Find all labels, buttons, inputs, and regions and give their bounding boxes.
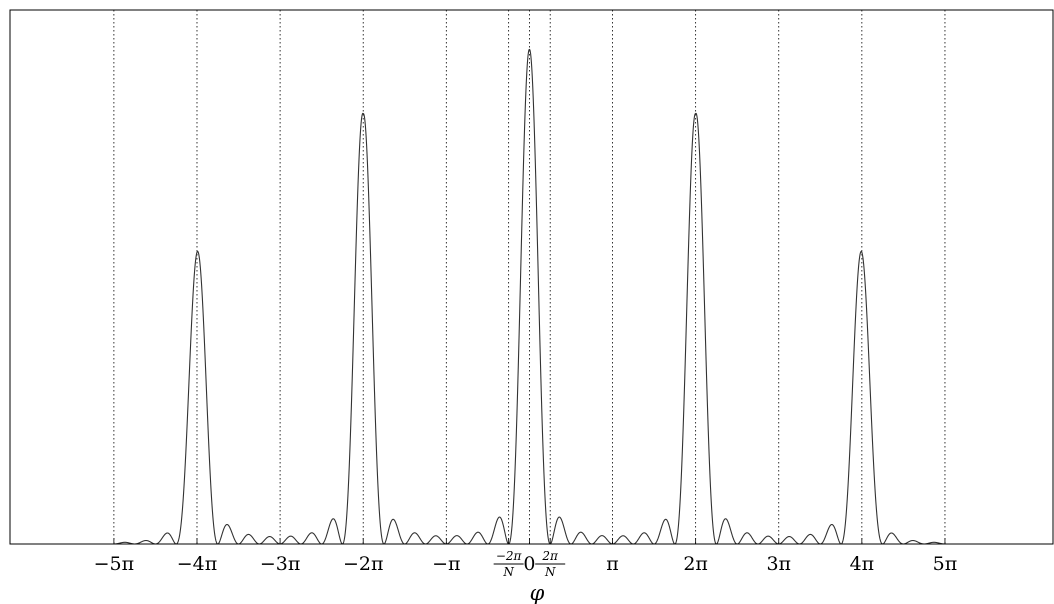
x-tick-label: −3π xyxy=(260,553,301,575)
plot-background xyxy=(10,10,1053,544)
fraction-numerator: 2π xyxy=(541,549,559,563)
fraction-denominator: N xyxy=(544,565,556,579)
x-tick-label: −5π xyxy=(94,553,135,575)
grid-lines xyxy=(113,10,946,544)
x-tick-label: π xyxy=(606,553,619,575)
plot-frame xyxy=(9,9,1054,545)
x-tick-fraction-label: −2π N xyxy=(493,549,524,579)
x-tick-label: −π xyxy=(432,553,460,575)
x-ticks: −5π −4π −3π −2π −π −2π N 0 2π N π 2π 3π 4π 5π xyxy=(94,538,958,579)
x-tick-label: 0 xyxy=(523,553,535,575)
fraction-numerator: −2π xyxy=(496,549,523,563)
x-tick-label: 4π xyxy=(850,553,875,575)
x-tick-label: −4π xyxy=(177,553,218,575)
fraction-denominator: N xyxy=(502,565,514,579)
x-tick-label: 5π xyxy=(933,553,958,575)
x-tick-label: 2π xyxy=(683,553,708,575)
x-tick-fraction-label: 2π N xyxy=(535,549,566,579)
intensity-curve xyxy=(113,48,945,545)
x-axis-title: φ xyxy=(530,581,545,604)
x-tick-label: −2π xyxy=(343,553,384,575)
x-tick-label: 3π xyxy=(766,553,791,575)
